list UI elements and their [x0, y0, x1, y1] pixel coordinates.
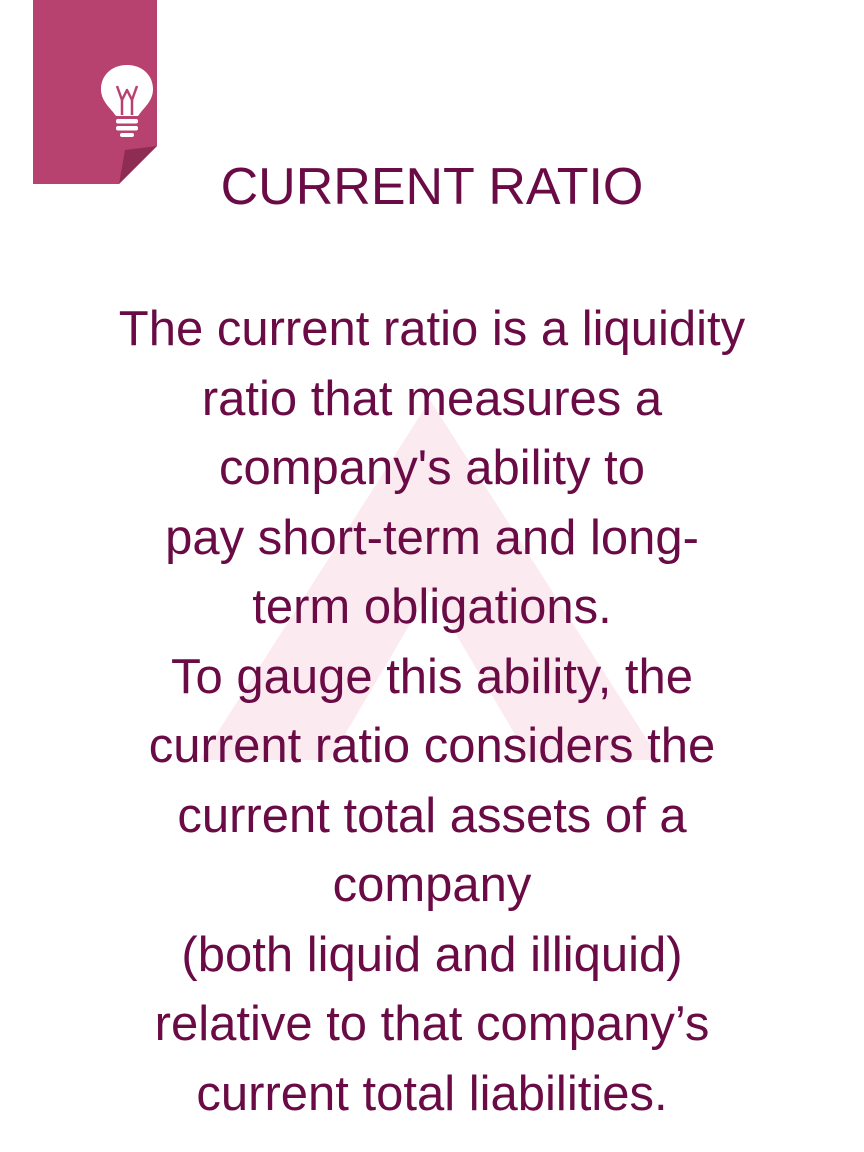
- body-line: company: [332, 858, 532, 912]
- bookmark-badge: [33, 0, 157, 184]
- body-line: relative to that company’s: [154, 997, 710, 1051]
- page-title: CURRENT RATIO: [220, 158, 644, 216]
- body-line: ratio that measures a: [201, 371, 663, 426]
- lightbulb-icon: [101, 65, 153, 137]
- body-line: term obligations.: [252, 580, 612, 634]
- body-line: To gauge this ability, the: [170, 649, 694, 704]
- body-line: pay short-term and long-: [165, 510, 699, 565]
- body-line: current total liabilities.: [196, 1066, 668, 1121]
- definition-paragraph: The current ratio is a liquidity ratio t…: [20, 295, 844, 1129]
- watermark-triangle-shape: [200, 400, 660, 760]
- body-line: (both liquid and illiquid): [181, 927, 683, 982]
- body-line: The current ratio is a liquidity: [118, 302, 746, 356]
- body-line: current ratio considers the: [148, 719, 716, 773]
- body-line: current total assets of a: [177, 788, 687, 843]
- body-line: company's ability to: [218, 441, 646, 495]
